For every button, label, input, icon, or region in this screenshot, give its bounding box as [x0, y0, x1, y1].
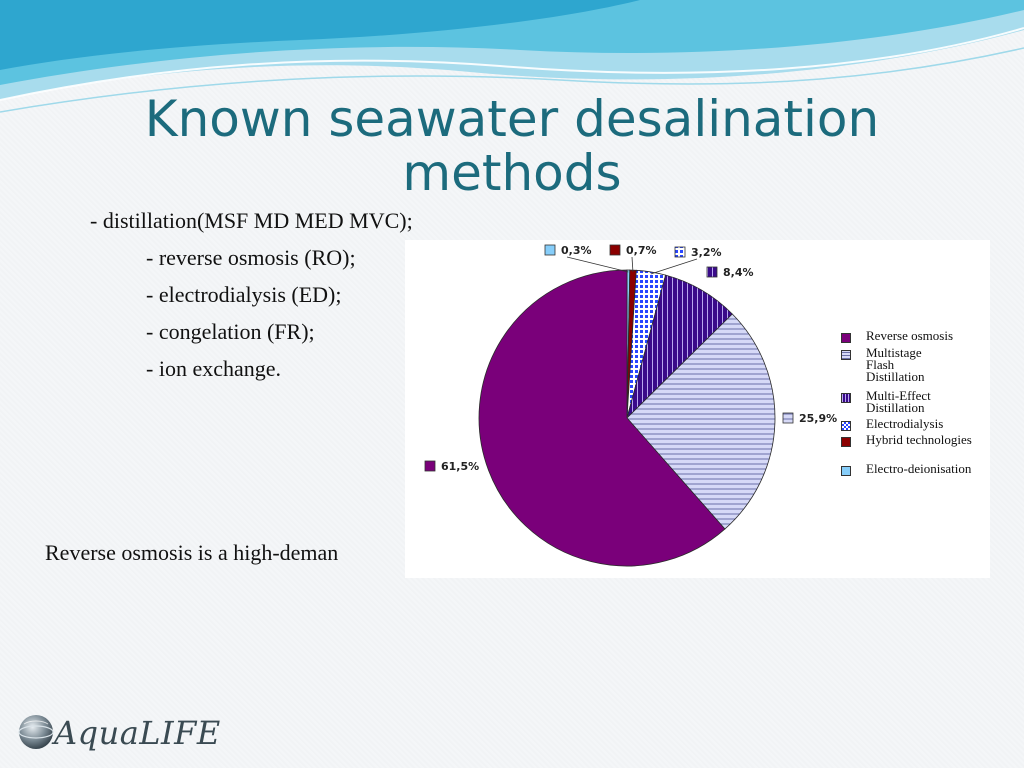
legend-label: Hybrid technologies — [866, 432, 972, 447]
caption-text: Reverse osmosis is a high-deman — [45, 540, 339, 565]
legend-label: Multistage Flash Distillation — [866, 345, 925, 384]
legend-label: Reverse osmosis — [866, 328, 954, 343]
header-wave-decoration — [0, 0, 1024, 113]
pie-slice-multistage-flash-distillation — [626, 313, 776, 530]
legend-swatch — [841, 466, 851, 476]
bullet-distillation: - distillation(MSF MD MED MVC); — [90, 208, 413, 233]
legend-swatch — [841, 393, 851, 403]
legend-label: Multi-Effect Distillation — [866, 388, 931, 415]
data-label-swatch — [544, 244, 556, 256]
data-label-swatch — [424, 460, 436, 472]
legend-swatch — [841, 333, 851, 343]
data-label-electro-deionisation: 0,3% — [544, 244, 592, 257]
data-label-multi-effect-distillation: 8,4% — [706, 266, 754, 279]
title-line-1: Known seawater desalination — [144, 90, 880, 148]
leader-line-hybrid-technologies — [631, 256, 634, 273]
legend-swatch — [841, 421, 851, 431]
data-label-text: 61,5% — [441, 460, 479, 473]
data-label-reverse-osmosis: 61,5% — [424, 460, 479, 473]
bullet-reverse-osmosis: - reverse osmosis (RO); — [146, 245, 356, 270]
data-label-hybrid-technologies: 0,7% — [609, 244, 657, 257]
data-label-swatch — [609, 244, 621, 256]
data-label-electrodialysis: 3,2% — [674, 246, 722, 259]
data-label-swatch — [674, 246, 686, 258]
leader-line-electro-deionisation — [566, 256, 629, 273]
data-label-text: 8,4% — [723, 266, 754, 279]
data-label-text: 0,7% — [626, 244, 657, 257]
data-label-text: 3,2% — [691, 246, 722, 259]
data-label-text: 0,3% — [561, 244, 592, 257]
legend-swatch — [841, 350, 851, 360]
page-title: Known seawater desalination methods — [0, 92, 1024, 200]
legend-label: Electro-deionisation — [866, 461, 972, 476]
bullet-electrodialysis: - electrodialysis (ED); — [146, 282, 342, 307]
bullet-ion-exchange: - ion exchange. — [146, 356, 281, 381]
pie-slice-reverse-osmosis — [478, 269, 726, 567]
legend-swatch — [841, 437, 851, 447]
pie-chart: 0,3% 0,7% 3,2%8,4% 25,9% 61,5% — [424, 244, 837, 567]
bullet-congelation: - congelation (FR); — [146, 319, 315, 344]
aqualife-logo: AquaLIFE — [16, 710, 220, 758]
logo-text: AquaLIFE — [54, 714, 221, 752]
data-label-swatch — [706, 266, 718, 278]
leader-line-electrodialysis — [650, 258, 698, 275]
data-label-swatch — [782, 412, 794, 424]
pie-chart-panel: 0,3% 0,7% 3,2% 8,4% 25,9% 61,5% Reverse osmos… — [405, 240, 990, 578]
legend-label: Electrodialysis — [866, 416, 944, 431]
title-line-2: methods — [402, 144, 622, 202]
globe-icon — [18, 715, 54, 749]
data-label-multistage-flash-distillation: 25,9% — [782, 412, 837, 425]
data-label-text: 25,9% — [799, 412, 837, 425]
